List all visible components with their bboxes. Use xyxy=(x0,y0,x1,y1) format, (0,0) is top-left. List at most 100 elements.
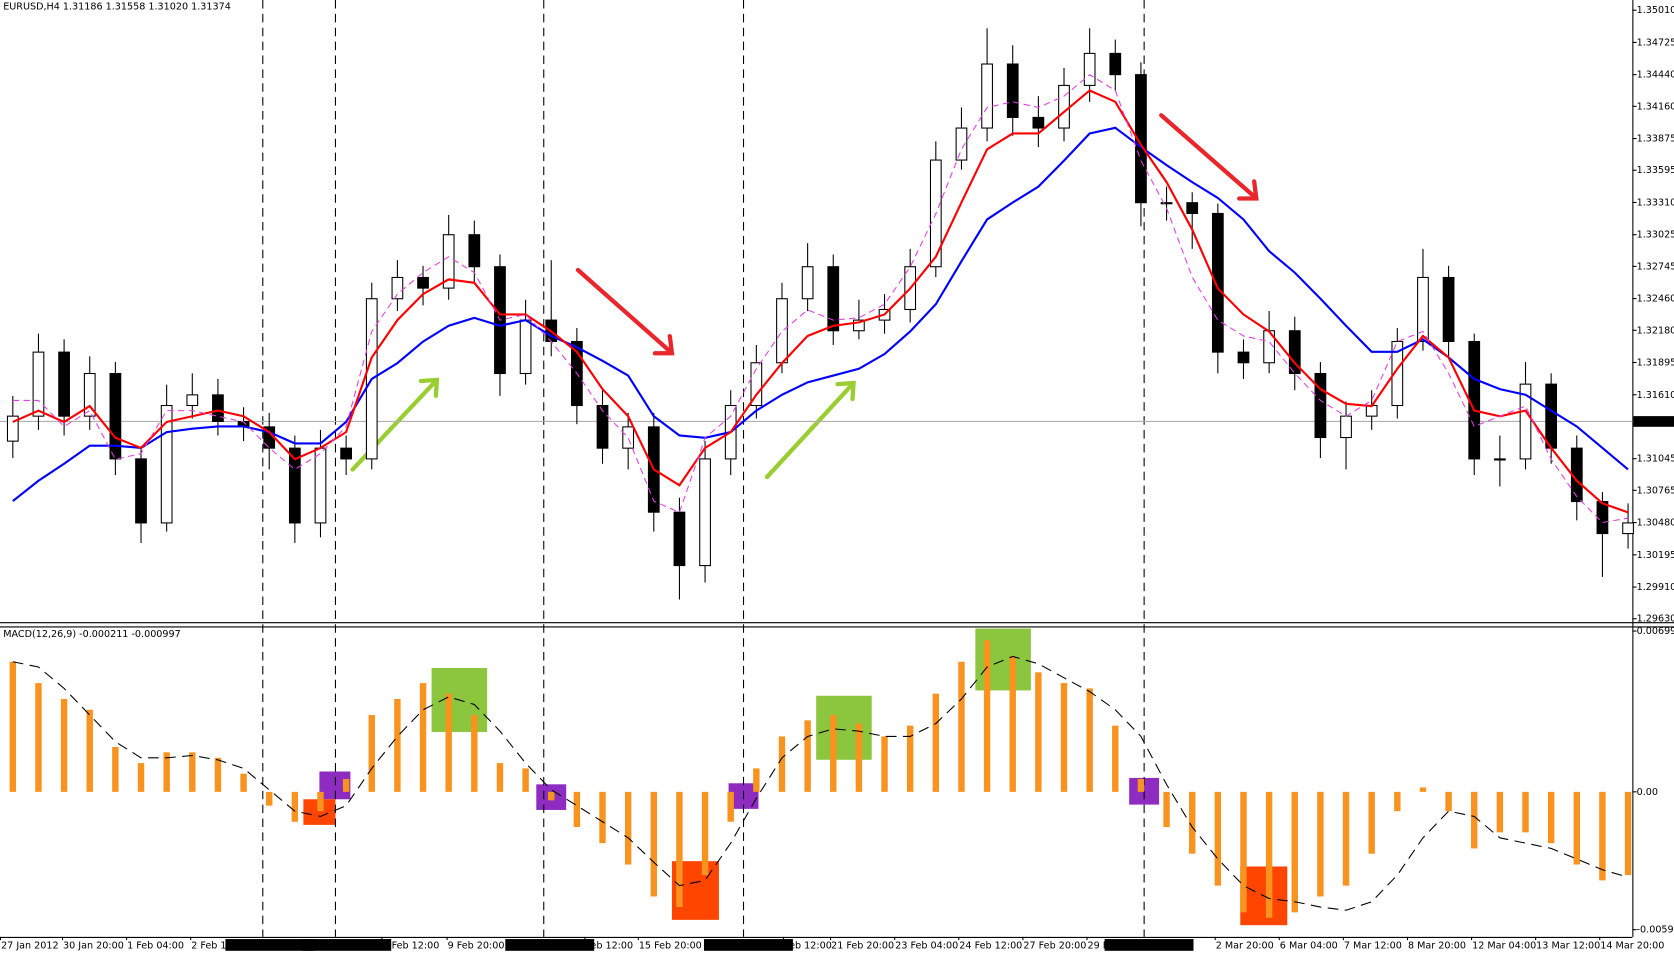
histogram-bar xyxy=(906,725,914,792)
histogram-bar xyxy=(701,791,709,876)
candle-body xyxy=(1622,522,1634,535)
x-tick-mark xyxy=(1214,936,1216,941)
candle-body xyxy=(58,351,70,417)
histogram-bar xyxy=(778,736,786,792)
candle-body xyxy=(1006,63,1019,118)
y-tick-label: 1.32180 xyxy=(1637,325,1674,336)
candle-body xyxy=(801,266,814,300)
candle-body xyxy=(1288,330,1301,375)
x-tick-mark xyxy=(1599,936,1601,941)
x-tick-mark xyxy=(1535,936,1537,941)
x-tick-label: 7 Mar 12:00 xyxy=(1344,940,1402,951)
histogram-bar xyxy=(727,791,734,822)
x-tick-mark xyxy=(584,936,586,941)
y-tick-label: 1.33875 xyxy=(1637,134,1674,145)
x-tick-label: 15 Feb 20:00 xyxy=(639,940,702,951)
histogram-bar xyxy=(1291,791,1298,913)
y-tick-label: 1.31610 xyxy=(1637,390,1674,401)
candle-body xyxy=(750,362,763,407)
histogram-bar xyxy=(1624,791,1632,876)
x-tick: 2012.02.13 20:00 xyxy=(505,939,595,951)
x-tick: 24 Feb 12:00 xyxy=(958,936,1022,951)
histogram-bar xyxy=(1060,683,1068,792)
x-tick-label: 8 Mar 20:00 xyxy=(1408,940,1466,951)
y-tick-label: 0.006994 xyxy=(1637,626,1674,637)
histogram-bar xyxy=(496,763,504,792)
histogram-bar xyxy=(163,752,170,792)
histogram-bar xyxy=(522,768,529,792)
y-tick-label: 1.33595 xyxy=(1637,165,1674,176)
histogram-bar xyxy=(291,791,299,822)
x-tick-label: 29 F xyxy=(1088,940,1109,951)
y-tick-label: 1.29910 xyxy=(1637,582,1674,593)
histogram-bar xyxy=(240,773,247,792)
x-tick-label: 24 Feb 12:00 xyxy=(959,940,1022,951)
x-tick-highlight xyxy=(302,939,392,951)
histogram-bar xyxy=(342,778,350,792)
candle-body xyxy=(6,415,19,442)
y-tick-label: 1.32745 xyxy=(1637,261,1674,272)
x-tick-label: 2012.03.01 08:00 xyxy=(1106,940,1192,951)
y-tick-label: 1.34160 xyxy=(1637,101,1674,112)
x-tick: 27 Feb 20:00 xyxy=(1022,936,1086,951)
histogram-bar xyxy=(1522,791,1529,833)
candle-body xyxy=(1109,52,1122,76)
x-tick-mark xyxy=(637,936,639,941)
y-tick-label: 1.30480 xyxy=(1637,518,1674,529)
y-tick-label: 1.35010 xyxy=(1637,5,1674,16)
candle-body xyxy=(673,511,686,567)
x-tick-label: 2012.02.20 00:00 xyxy=(705,940,791,951)
candle-body xyxy=(288,447,301,524)
y-tick-label: 1.34725 xyxy=(1637,37,1674,48)
x-tick: 14 Mar 20:00 xyxy=(1599,936,1664,951)
candle-body xyxy=(1058,84,1070,129)
x-tick-highlight xyxy=(505,939,595,951)
candle-body xyxy=(1237,351,1250,364)
x-tick-label: 9 Feb 20:00 xyxy=(448,940,505,951)
x-tick-label: 1 Feb 04:00 xyxy=(127,940,184,951)
candle-body xyxy=(468,234,481,268)
histogram-bar xyxy=(1035,672,1042,792)
histogram-bar xyxy=(1137,778,1145,792)
x-tick-mark xyxy=(0,936,2,941)
histogram-bar xyxy=(1419,787,1427,792)
histogram-bar xyxy=(1342,791,1350,886)
histogram-bar xyxy=(368,715,375,792)
x-tick-highlight xyxy=(225,939,315,951)
y-tick-label: 1.30195 xyxy=(1637,550,1674,561)
candle-body xyxy=(1032,116,1045,129)
candle-body xyxy=(827,266,840,332)
candle-body xyxy=(1160,202,1173,205)
x-tick: 1 Feb 04:00 xyxy=(126,936,184,951)
candle-body xyxy=(622,426,635,449)
candle-body xyxy=(1314,372,1327,439)
candle-body xyxy=(83,372,96,417)
candle-body xyxy=(186,394,199,407)
histogram-bar xyxy=(1471,791,1478,849)
x-tick: 12 Mar 04:00 xyxy=(1471,936,1536,951)
histogram-bar xyxy=(650,791,657,897)
candle-body xyxy=(776,298,788,364)
x-tick-mark xyxy=(381,936,383,941)
x-tick-label: 23 Feb 04:00 xyxy=(895,940,958,951)
x-tick: Feb 12:00 xyxy=(783,936,832,951)
candle-body xyxy=(1468,340,1481,460)
histogram-bar xyxy=(394,698,401,792)
histogram-bar xyxy=(1163,791,1170,828)
x-tick-label: 13 Mar 12:00 xyxy=(1536,940,1600,951)
histogram-bar xyxy=(1317,791,1324,897)
x-tick-mark xyxy=(830,936,832,941)
x-tick-label: 12 Mar 04:00 xyxy=(1472,940,1536,951)
candle-body xyxy=(1135,74,1147,204)
x-tick: Feb 12:00 xyxy=(584,936,633,951)
x-tick-label: 21 Feb 20:00 xyxy=(831,940,894,951)
x-tick: 23 Feb 04:00 xyxy=(894,936,958,951)
x-tick-label: 14 Mar 20:00 xyxy=(1600,940,1664,951)
histogram-bar xyxy=(881,736,888,792)
histogram-bar xyxy=(266,791,273,806)
histogram-bar xyxy=(1599,791,1606,881)
histogram-bar xyxy=(86,709,93,792)
highlight-box xyxy=(975,628,1031,691)
candle-body xyxy=(1545,383,1558,449)
